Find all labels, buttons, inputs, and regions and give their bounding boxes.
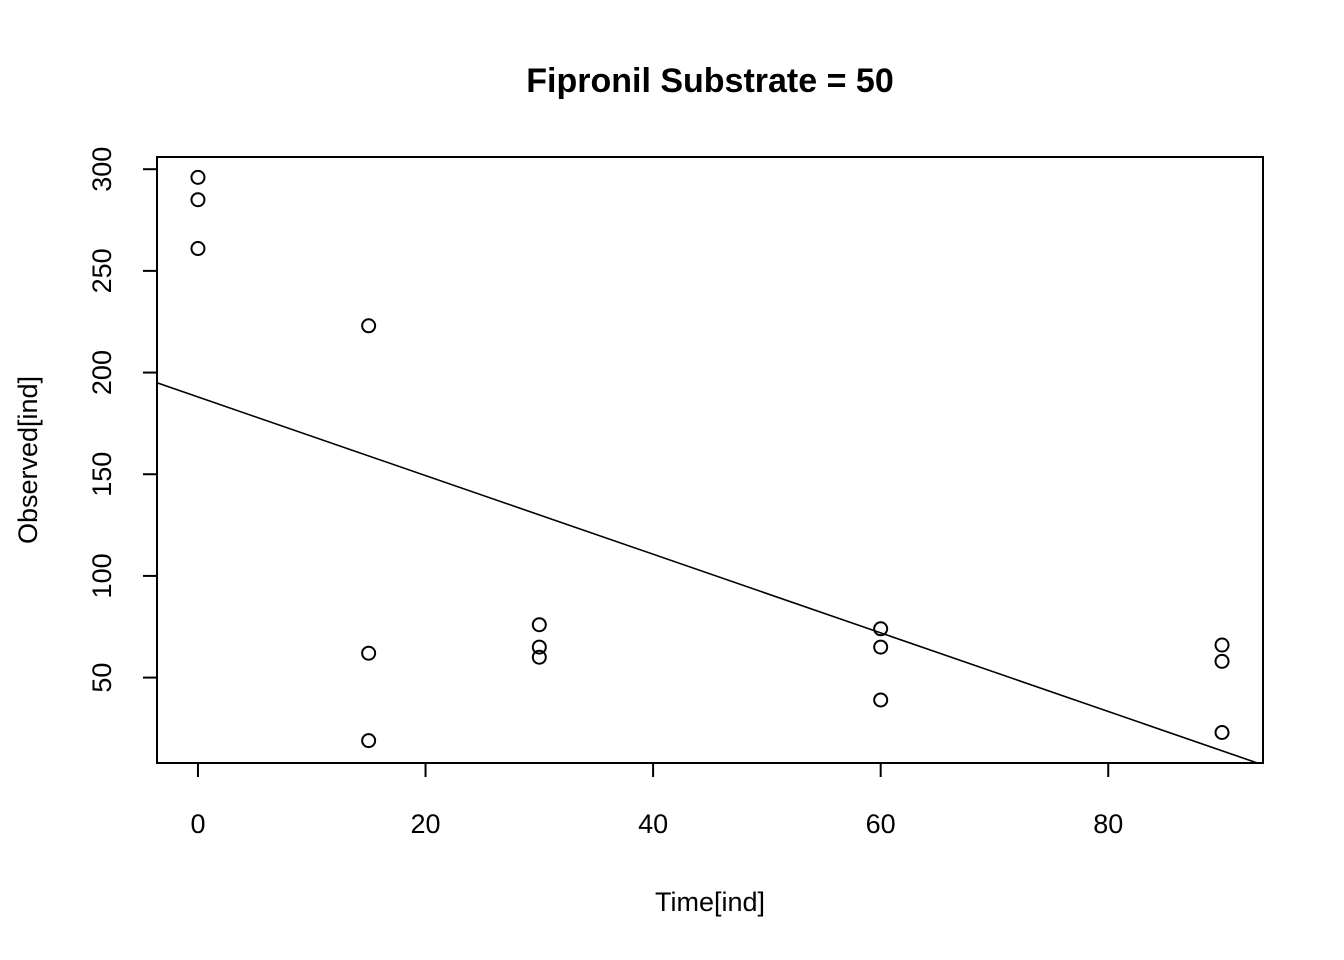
data-point bbox=[190, 192, 206, 208]
data-point bbox=[1214, 724, 1230, 740]
x-tick-label: 20 bbox=[411, 809, 441, 839]
y-tick-label: 100 bbox=[87, 553, 117, 598]
data-point bbox=[873, 621, 889, 637]
y-axis: 50 100 150 200 250 300 bbox=[87, 147, 158, 693]
data-point bbox=[873, 639, 889, 655]
y-tick-label: 200 bbox=[87, 350, 117, 395]
y-tick-label: 50 bbox=[87, 663, 117, 693]
x-axis: 0 20 40 60 80 bbox=[190, 762, 1123, 839]
x-tick-label: 0 bbox=[190, 809, 205, 839]
y-axis-label: Observed[ind] bbox=[13, 376, 43, 544]
x-tick-label: 80 bbox=[1093, 809, 1123, 839]
data-point bbox=[531, 649, 547, 665]
data-point bbox=[190, 241, 206, 257]
data-point bbox=[361, 318, 377, 334]
plot-frame bbox=[156, 156, 1264, 764]
data-point bbox=[361, 733, 377, 749]
x-tick-label: 40 bbox=[638, 809, 668, 839]
y-tick-label: 250 bbox=[87, 248, 117, 293]
y-tick-label: 300 bbox=[87, 147, 117, 192]
data-point bbox=[1214, 637, 1230, 653]
data-point bbox=[873, 692, 889, 708]
y-tick-label: 150 bbox=[87, 452, 117, 497]
data-point bbox=[361, 645, 377, 661]
regression-line bbox=[157, 382, 1260, 763]
data-point bbox=[531, 639, 547, 655]
plot-area bbox=[157, 169, 1260, 763]
x-tick-label: 60 bbox=[866, 809, 896, 839]
chart-title: Fipronil Substrate = 50 bbox=[526, 62, 893, 100]
x-axis-label: Time[ind] bbox=[655, 887, 765, 917]
data-point bbox=[531, 617, 547, 633]
data-point bbox=[1214, 653, 1230, 669]
data-point bbox=[190, 169, 206, 185]
